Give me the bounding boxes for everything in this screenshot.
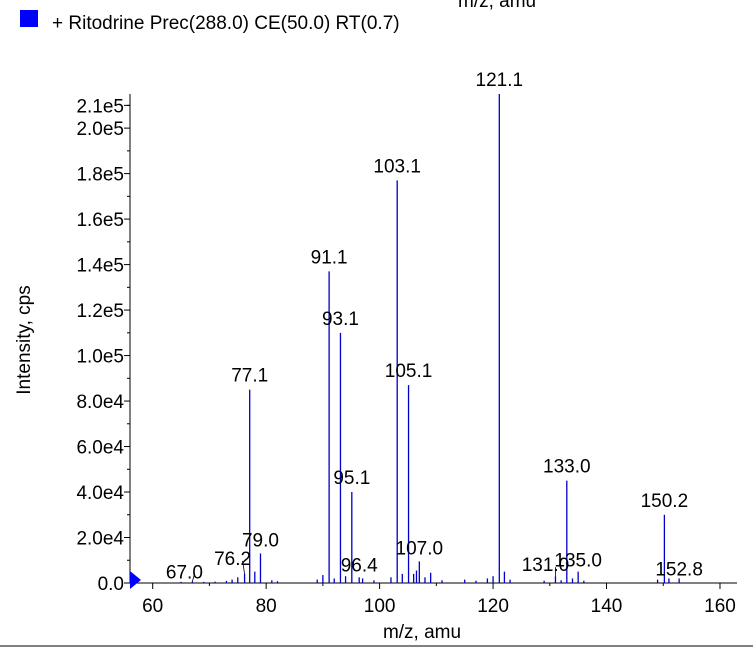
y-tick-label: 1.4e5: [76, 256, 124, 277]
y-tick-label: 2.0e5: [76, 119, 124, 140]
peak-label: 133.0: [543, 457, 591, 478]
peak-label: 135.0: [554, 551, 602, 572]
y-axis-title: Intensity, cps: [14, 285, 35, 394]
peak-label: 77.1: [231, 366, 268, 387]
y-tick-label: 6.0e4: [76, 438, 124, 459]
spectrum-peaks: [180, 94, 680, 583]
y-tick-label: 8.0e4: [76, 392, 124, 413]
x-tick-label: 160: [704, 596, 736, 617]
peak-label: 121.1: [476, 70, 524, 91]
y-tick-label: 1.6e5: [76, 210, 124, 231]
peak-label: 76.2: [214, 549, 251, 570]
peak-label: 152.8: [655, 559, 703, 580]
peak-label: 150.2: [641, 491, 689, 512]
x-tick-label: 60: [142, 596, 163, 617]
x-tick-label: 140: [591, 596, 623, 617]
peak-label: 93.1: [322, 309, 359, 330]
peak-label: 107.0: [396, 538, 444, 559]
header-fragment: m/z, amu: [458, 0, 536, 12]
x-axis-title: m/z, amu: [383, 622, 461, 643]
x-tick-label: 120: [477, 596, 509, 617]
peak-label: 131.0: [522, 555, 570, 576]
y-tick-label: 1.0e5: [76, 347, 124, 368]
peak-label: 96.4: [341, 555, 378, 576]
x-tick-label: 80: [256, 596, 277, 617]
legend-swatch: [20, 10, 38, 27]
peak-leader-line: [242, 560, 245, 574]
y-ticks: 0.0 2.0e4 4.0e4 6.0e4 8.0e4 1.0e5 1.2e5 1.4e5 1.…: [76, 96, 130, 595]
x-ticks: 60 80 100 120 140 160: [142, 583, 736, 617]
peak-label: 103.1: [373, 156, 421, 177]
y-tick-label: 1.8e5: [76, 165, 124, 186]
peak-label: 105.1: [385, 361, 433, 382]
peak-labels: 67.0 76.2 77.1 79.0 91.1 93.1 95.1 96.4 103.1 105…: [166, 70, 703, 583]
origin-marker-icon: [130, 571, 141, 589]
y-tick-label: 1.2e5: [76, 301, 124, 322]
y-tick-label: 2.0e4: [76, 529, 124, 550]
legend-label: + Ritodrine Prec(288.0) CE(50.0) RT(0.7): [52, 13, 400, 34]
y-tick-label: 2.1e5: [76, 96, 124, 117]
x-tick-label: 100: [364, 596, 396, 617]
legend: + Ritodrine Prec(288.0) CE(50.0) RT(0.7): [20, 10, 400, 34]
peak-label: 79.0: [242, 530, 279, 551]
peak-leader-line: [192, 574, 195, 582]
y-tick-label: 0.0: [98, 574, 124, 595]
y-tick-label: 4.0e4: [76, 483, 124, 504]
peak-label: 91.1: [311, 247, 348, 268]
peak-label: 67.0: [166, 562, 203, 583]
peak-label: 95.1: [333, 468, 370, 489]
